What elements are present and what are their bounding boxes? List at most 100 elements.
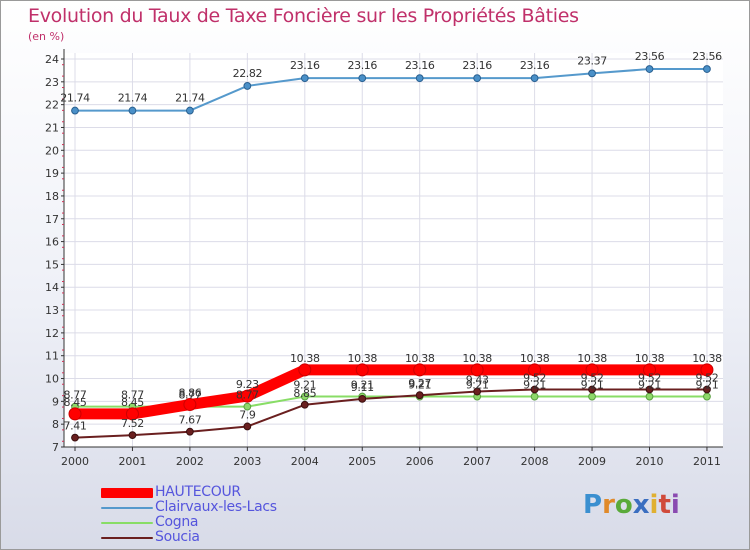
y-tick-label: 11 bbox=[45, 350, 59, 363]
data-point bbox=[588, 69, 596, 78]
data-point bbox=[358, 74, 367, 83]
x-tick-label: 2001 bbox=[118, 455, 146, 468]
data-point bbox=[243, 402, 252, 411]
data-point bbox=[645, 385, 654, 394]
data-point bbox=[645, 392, 654, 401]
data-label: 21.74 bbox=[175, 92, 205, 105]
legend-item: Soucia bbox=[101, 530, 361, 545]
data-point bbox=[473, 387, 482, 396]
data-point bbox=[128, 106, 137, 115]
data-label: 8.77 bbox=[121, 389, 144, 402]
data-point bbox=[643, 363, 656, 377]
x-tick-label: 2000 bbox=[61, 455, 89, 468]
data-label: 23.16 bbox=[462, 59, 492, 72]
data-point bbox=[300, 400, 309, 409]
data-point bbox=[703, 392, 711, 401]
data-point bbox=[530, 385, 539, 394]
logo-letter-r: r bbox=[602, 490, 615, 520]
data-point bbox=[415, 74, 424, 83]
data-point bbox=[68, 407, 82, 421]
data-label: 8.45 bbox=[121, 396, 144, 409]
x-tick-label: 2002 bbox=[176, 455, 204, 468]
data-label: 9.52 bbox=[523, 371, 546, 384]
data-label: 23.56 bbox=[692, 50, 722, 63]
data-label: 21.74 bbox=[60, 92, 90, 105]
data-label: 8.86 bbox=[178, 387, 201, 400]
y-tick-label: 24 bbox=[45, 53, 59, 66]
legend-item: Cogna bbox=[101, 515, 361, 530]
data-label: 23.16 bbox=[520, 59, 550, 72]
legend-item: HAUTECOUR bbox=[101, 485, 361, 500]
data-label: 22.82 bbox=[233, 67, 263, 80]
y-tick-label: 14 bbox=[45, 281, 59, 294]
data-label: 23.16 bbox=[348, 59, 378, 72]
data-point bbox=[700, 363, 714, 377]
data-point bbox=[355, 363, 369, 377]
data-point bbox=[530, 392, 539, 401]
x-tick-label: 2007 bbox=[463, 455, 491, 468]
series-line-soucia bbox=[74, 388, 708, 439]
data-label: 10.38 bbox=[405, 352, 435, 365]
data-label: 9.52 bbox=[695, 371, 718, 384]
data-point bbox=[183, 398, 197, 412]
data-label: 9.21 bbox=[638, 379, 661, 392]
legend-swatch bbox=[101, 488, 153, 498]
logo-letter-t: t bbox=[658, 490, 671, 520]
data-point bbox=[358, 394, 367, 403]
data-label: 7.9 bbox=[239, 408, 256, 421]
data-point bbox=[71, 433, 79, 442]
data-label: 10.38 bbox=[577, 352, 607, 365]
y-tick-label: 21 bbox=[45, 121, 59, 134]
y-tick-label: 12 bbox=[45, 327, 59, 340]
data-label: 9.21 bbox=[351, 379, 374, 392]
proxiti-logo: Proxiti bbox=[583, 490, 680, 520]
data-point bbox=[243, 82, 252, 90]
data-label: 23.16 bbox=[405, 59, 435, 72]
y-tick-label: 10 bbox=[45, 373, 59, 386]
data-label: 9.43 bbox=[466, 374, 489, 387]
y-tick-label: 8 bbox=[52, 418, 59, 431]
y-tick-label: 23 bbox=[45, 76, 59, 89]
data-label: 9.52 bbox=[638, 371, 661, 384]
series-line-hautecour bbox=[69, 364, 713, 420]
series-line-clairvaux-les-lacs bbox=[74, 68, 708, 112]
legend: HAUTECOUR Clairvaux-les-Lacs Cogna Soucia bbox=[101, 485, 361, 545]
data-label: 10.38 bbox=[692, 352, 722, 365]
data-label: 9.21 bbox=[523, 379, 546, 392]
data-point bbox=[186, 427, 194, 436]
legend-label: Soucia bbox=[155, 529, 200, 545]
legend-swatch bbox=[101, 522, 153, 524]
y-tick-label: 9 bbox=[52, 395, 59, 408]
logo-letter-o: o bbox=[614, 490, 633, 520]
x-tick-label: 2004 bbox=[291, 455, 319, 468]
data-label: 9.52 bbox=[581, 371, 604, 384]
data-label: 9.21 bbox=[581, 379, 604, 392]
data-label: 8.85 bbox=[293, 387, 316, 400]
data-label: 9.21 bbox=[408, 379, 431, 392]
x-tick-label: 2005 bbox=[348, 455, 376, 468]
x-tick-label: 2008 bbox=[521, 455, 549, 468]
data-label: 9.21 bbox=[695, 379, 718, 392]
data-point bbox=[415, 391, 424, 400]
chart-title: Evolution du Taux de Taxe Foncière sur l… bbox=[28, 5, 579, 27]
y-tick-label: 18 bbox=[45, 190, 59, 203]
logo-letter-i2: i bbox=[670, 490, 680, 520]
legend-label: Cogna bbox=[155, 514, 199, 530]
x-tick-label: 2011 bbox=[693, 455, 721, 468]
data-point bbox=[300, 392, 309, 401]
data-label: 9.23 bbox=[236, 378, 259, 391]
data-point bbox=[298, 363, 312, 377]
data-label: 8.77 bbox=[178, 389, 201, 402]
data-point bbox=[528, 363, 542, 377]
logo-letter-x: x bbox=[632, 490, 650, 520]
data-point bbox=[186, 106, 194, 115]
data-label: 10.38 bbox=[635, 352, 665, 365]
data-label: 10.38 bbox=[520, 352, 550, 365]
data-point bbox=[71, 106, 79, 115]
logo-letter-p: P bbox=[583, 490, 603, 520]
y-tick-label: 16 bbox=[45, 236, 59, 249]
data-label: 7.67 bbox=[178, 414, 201, 427]
data-point bbox=[128, 431, 137, 440]
data-label: 7.41 bbox=[64, 420, 87, 433]
